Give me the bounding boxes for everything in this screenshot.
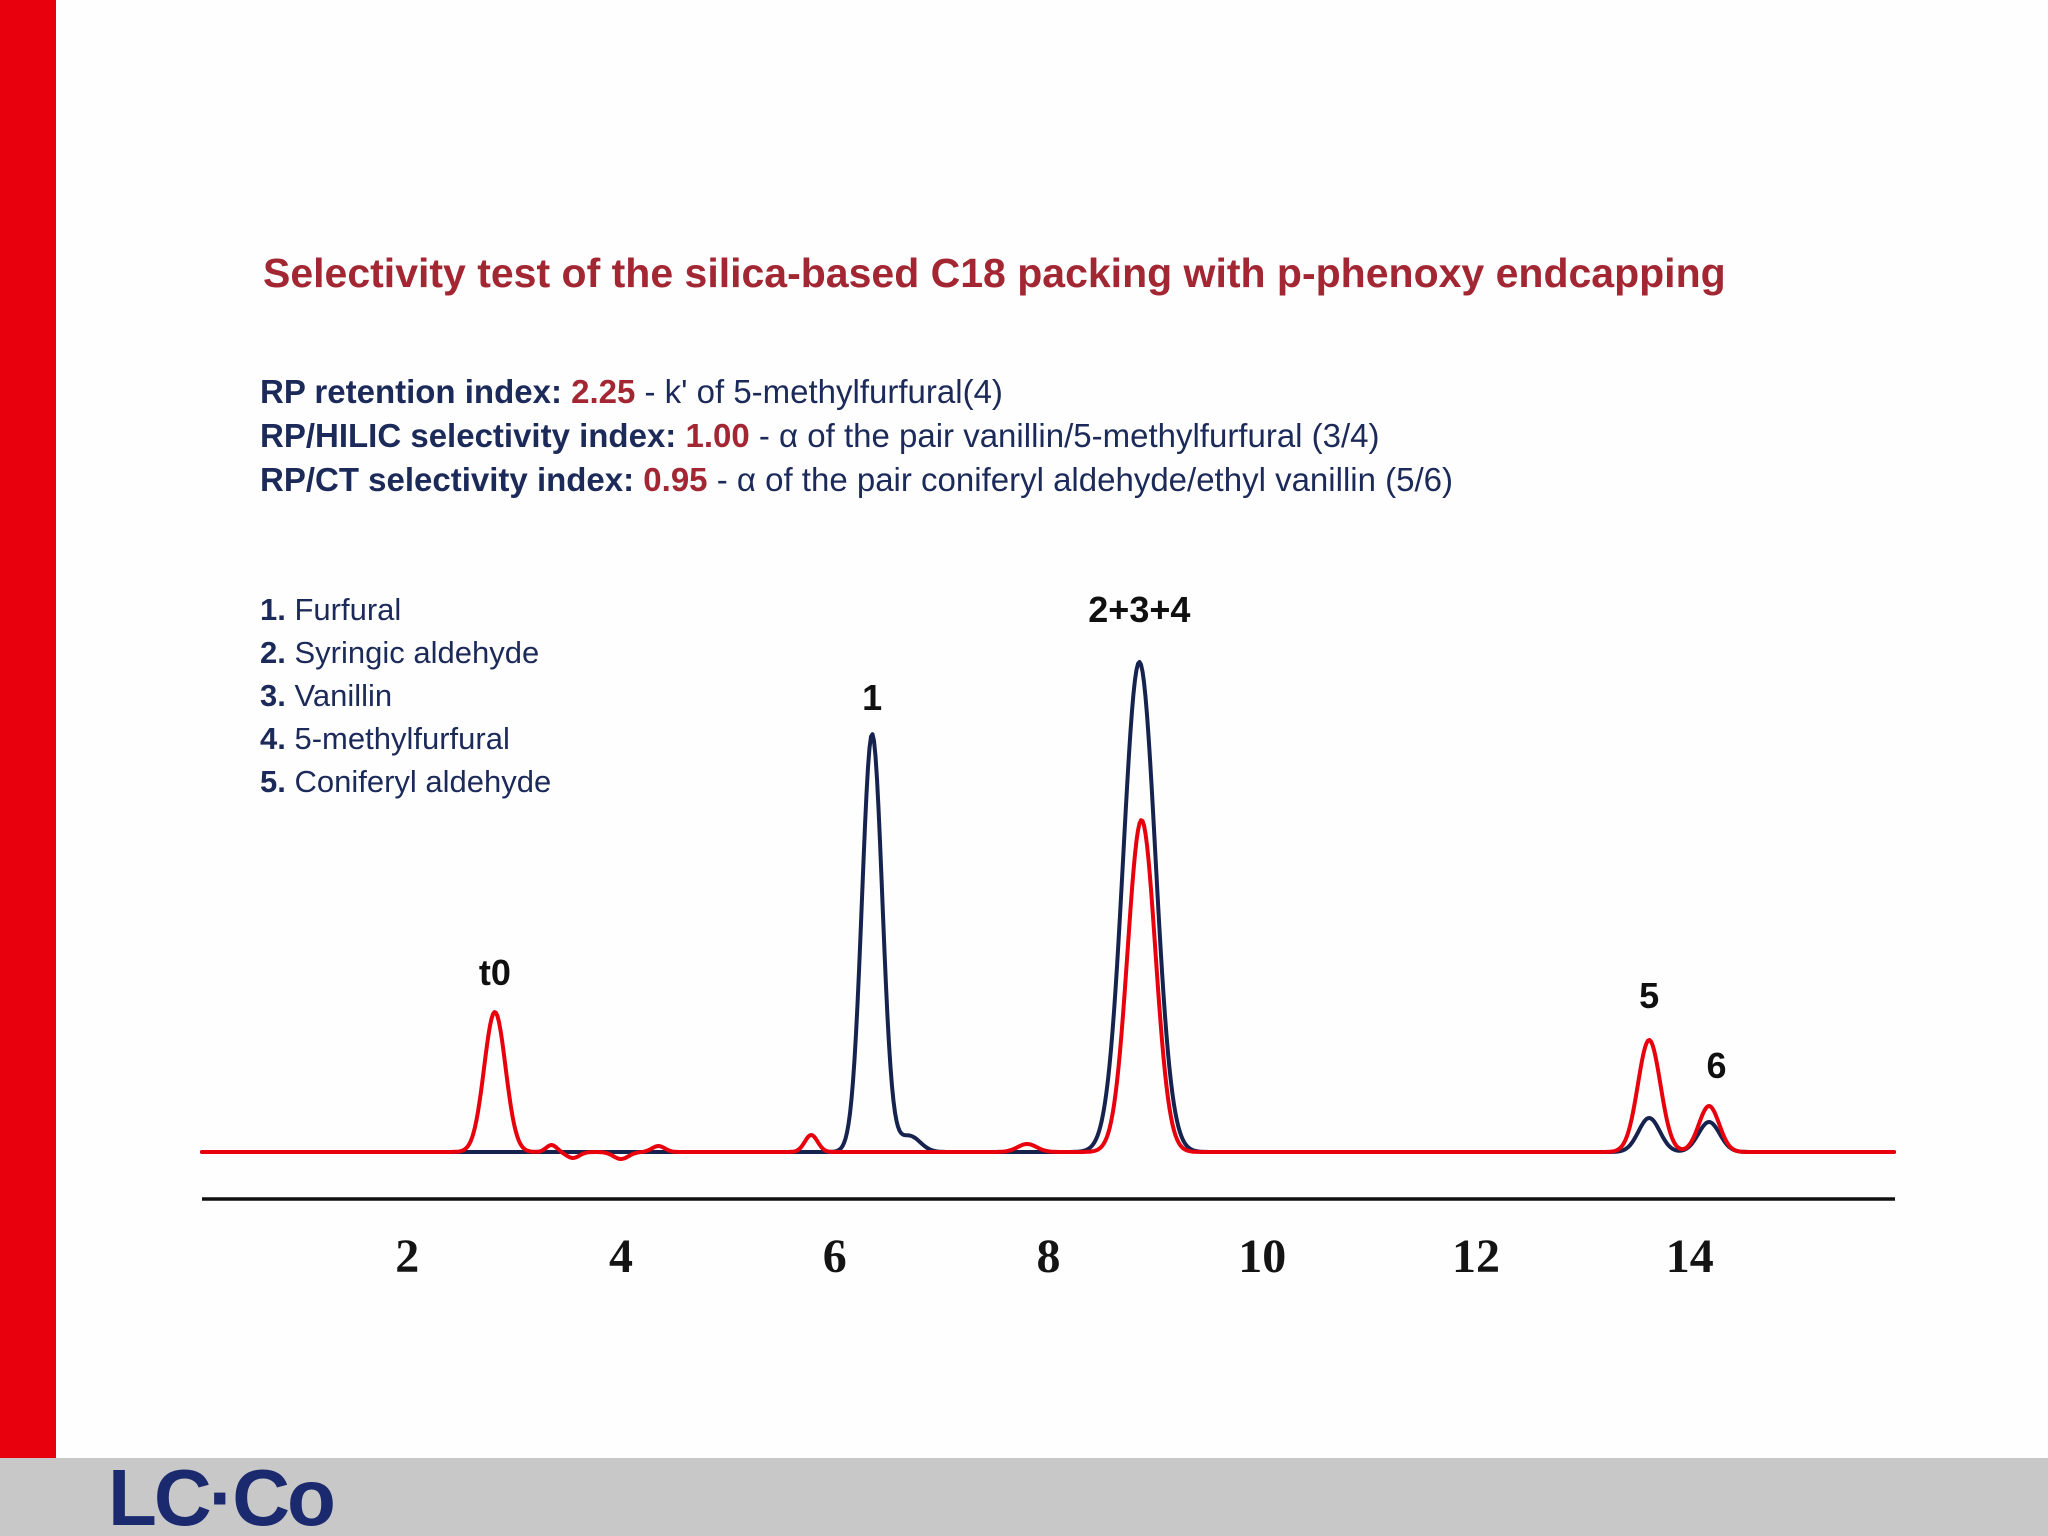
index-description: - α of the pair vanillin/5-methylfurfura… — [758, 417, 1380, 454]
index-line: RP/CT selectivity index: 0.95 - α of the… — [260, 458, 1453, 502]
legend-item-name: Furfural — [294, 592, 402, 627]
svg-text:6: 6 — [1706, 1045, 1726, 1086]
legend-item-name: Coniferyl aldehyde — [294, 764, 552, 799]
company-logo: LC·Co — [108, 1453, 336, 1536]
legend-item: 1. Furfural — [260, 588, 551, 631]
legend-item-number: 1. — [260, 592, 286, 627]
svg-text:t0: t0 — [479, 952, 511, 993]
legend-item-name: Syringic aldehyde — [294, 635, 540, 670]
left-accent-stripe — [0, 0, 56, 1458]
index-label: RP/HILIC selectivity index: — [260, 417, 677, 454]
svg-text:2+3+4: 2+3+4 — [1088, 589, 1190, 630]
svg-text:6: 6 — [823, 1230, 847, 1283]
legend-item: 2. Syringic aldehyde — [260, 631, 551, 674]
svg-text:2: 2 — [395, 1230, 419, 1283]
index-line: RP/HILIC selectivity index: 1.00 - α of … — [260, 414, 1453, 458]
index-description: - α of the pair coniferyl aldehyde/ethyl… — [716, 461, 1453, 498]
svg-text:14: 14 — [1666, 1230, 1714, 1283]
svg-text:5: 5 — [1639, 975, 1659, 1016]
legend-item-number: 3. — [260, 678, 286, 713]
slide-title: Selectivity test of the silica-based C18… — [263, 250, 1726, 296]
index-value: 0.95 — [643, 461, 708, 498]
index-label: RP retention index: — [260, 373, 562, 410]
svg-text:10: 10 — [1238, 1230, 1286, 1283]
index-value: 2.25 — [571, 373, 636, 410]
legend-item: 5. Coniferyl aldehyde — [260, 760, 551, 803]
legend-item-name: 5-methylfurfural — [294, 721, 510, 756]
legend-item: 3. Vanillin — [260, 674, 551, 717]
index-line: RP retention index: 2.25 - k' of 5-methy… — [260, 370, 1453, 414]
compound-legend: 1. Furfural 2. Syringic aldehyde 3. Vani… — [260, 588, 551, 803]
index-description: - k' of 5-methylfurfural(4) — [644, 373, 1003, 410]
legend-item-number: 5. — [260, 764, 286, 799]
legend-item-name: Vanillin — [294, 678, 393, 713]
index-label: RP/CT selectivity index: — [260, 461, 635, 498]
legend-item-number: 2. — [260, 635, 286, 670]
index-value: 1.00 — [685, 417, 750, 454]
svg-text:8: 8 — [1037, 1230, 1061, 1283]
footer-bar — [0, 1458, 2048, 1536]
legend-item-number: 4. — [260, 721, 286, 756]
svg-text:12: 12 — [1452, 1230, 1500, 1283]
legend-item: 4. 5-methylfurfural — [260, 717, 551, 760]
svg-text:1: 1 — [862, 677, 882, 718]
index-block: RP retention index: 2.25 - k' of 5-methy… — [260, 370, 1453, 502]
svg-text:4: 4 — [609, 1230, 633, 1283]
